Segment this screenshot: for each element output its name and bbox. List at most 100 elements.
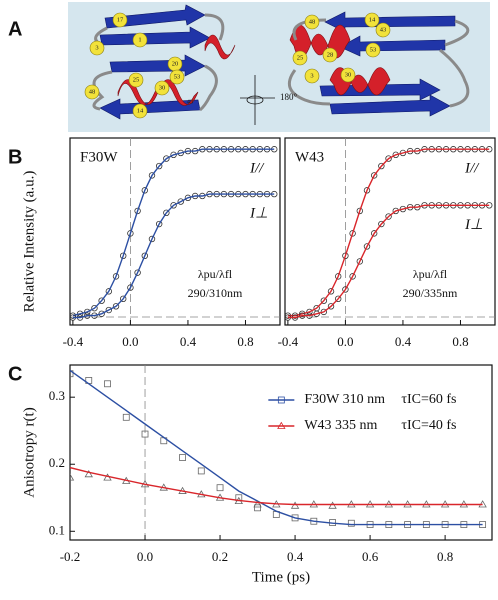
marker — [363, 243, 371, 250]
chart-title: W43 — [295, 149, 324, 165]
series-line — [287, 148, 490, 317]
marker — [342, 286, 349, 293]
residue-sphere — [84, 84, 100, 100]
annotation: λpu/λfl — [413, 267, 448, 281]
residue-label: 25 — [297, 54, 304, 61]
series-label: I⊥ — [249, 206, 268, 222]
marker — [120, 295, 127, 303]
marker — [328, 501, 337, 509]
marker — [91, 304, 98, 312]
residue-sphere — [154, 80, 170, 96]
marker — [392, 207, 399, 215]
chart-title: F30W — [80, 149, 118, 165]
series-line — [70, 466, 483, 506]
panel-label: C — [8, 363, 22, 385]
residue-label: 20 — [172, 60, 179, 67]
marker — [163, 209, 170, 216]
marker — [385, 213, 392, 220]
marker — [134, 207, 141, 215]
annotation: 290/310nm — [188, 286, 243, 300]
x-axis-label: Time (ps) — [252, 569, 310, 585]
marker — [320, 297, 328, 304]
marker — [370, 230, 378, 237]
marker — [356, 207, 363, 215]
residue-label: 25 — [133, 76, 140, 83]
marker — [356, 258, 363, 265]
x-tick-label: 0.6 — [362, 549, 379, 564]
y-axis-label: Anisotropy r(t) — [21, 407, 37, 497]
x-tick-label: 0.8 — [437, 549, 453, 564]
residue-label: 28 — [327, 51, 334, 58]
marker — [177, 198, 184, 205]
marker — [335, 295, 342, 303]
x-tick-label: 0.8 — [237, 334, 253, 349]
marker — [127, 230, 134, 237]
residue-label: 1 — [138, 36, 141, 43]
marker — [105, 288, 113, 295]
series-label: I// — [464, 161, 480, 177]
marker — [155, 162, 163, 170]
legend-note: τIC=40 fs — [401, 418, 456, 433]
marker — [254, 504, 261, 512]
marker — [385, 155, 392, 162]
plot-area — [285, 146, 493, 321]
residue-label: 43 — [380, 26, 387, 33]
marker — [127, 284, 134, 291]
residue-sphere — [365, 42, 381, 58]
marker — [120, 252, 127, 260]
residue-label: 30 — [159, 84, 166, 91]
residue-label: 14 — [137, 107, 144, 114]
series-line — [72, 148, 275, 317]
y-tick-label: 0.2 — [49, 455, 65, 470]
residue-sphere — [292, 50, 308, 66]
marker — [370, 172, 378, 179]
residue-sphere — [340, 67, 356, 83]
marker — [112, 273, 120, 280]
plot-frame — [69, 137, 281, 326]
plot: -0.4 0.0 0.4 0.8 F30W Relative Intensity (a.u… — [21, 137, 281, 349]
marker — [378, 162, 385, 170]
residue-label: 3 — [95, 44, 98, 51]
protein-structure: 180° 17 1 3 20 53 25 30 48 14 43 48 14 43 53 25 28 3 30 — [68, 2, 490, 132]
plot-frame — [284, 137, 496, 326]
marker — [122, 413, 130, 421]
residue-label: 30 — [345, 71, 352, 78]
marker — [141, 252, 148, 260]
series-label: I⊥ — [464, 217, 483, 233]
x-tick-label: 0.8 — [452, 334, 468, 349]
marker — [155, 220, 163, 228]
x-tick-label: 0.2 — [212, 549, 228, 564]
plot-area — [70, 146, 278, 321]
marker — [170, 202, 177, 209]
legend-marker — [277, 421, 286, 429]
residue-label: 14 — [369, 16, 376, 23]
residue-sphere — [132, 32, 148, 48]
series-line — [287, 204, 490, 319]
marker — [105, 306, 113, 314]
marker — [70, 370, 74, 378]
marker — [378, 220, 385, 228]
plot: -0.2 0.0 0.2 0.4 0.6 0.8 0.1 0.2 0.3 Anisotropy r… — [21, 364, 493, 585]
marker — [84, 308, 91, 316]
residue-label: 17 — [117, 16, 124, 23]
marker — [134, 269, 141, 276]
marker — [335, 273, 342, 280]
marker — [141, 187, 148, 194]
x-tick-label: -0.4 — [63, 334, 84, 349]
marker — [184, 194, 192, 202]
legend-note: τIC=60 fs — [401, 392, 456, 407]
residue-label: 53 — [174, 73, 181, 80]
residue-sphere — [112, 12, 128, 28]
x-tick-label: 0.4 — [395, 334, 412, 349]
legend-label: W43 335 nm — [304, 418, 377, 433]
residue-sphere — [89, 40, 105, 56]
x-tick-label: 0.0 — [337, 334, 353, 349]
x-tick-label: -0.2 — [60, 549, 81, 564]
marker — [253, 500, 262, 508]
marker — [98, 297, 105, 304]
panel-label: A — [8, 18, 22, 40]
residue-sphere — [304, 14, 320, 30]
residue-label: 48 — [309, 18, 316, 25]
x-tick-label: -0.4 — [278, 334, 299, 349]
